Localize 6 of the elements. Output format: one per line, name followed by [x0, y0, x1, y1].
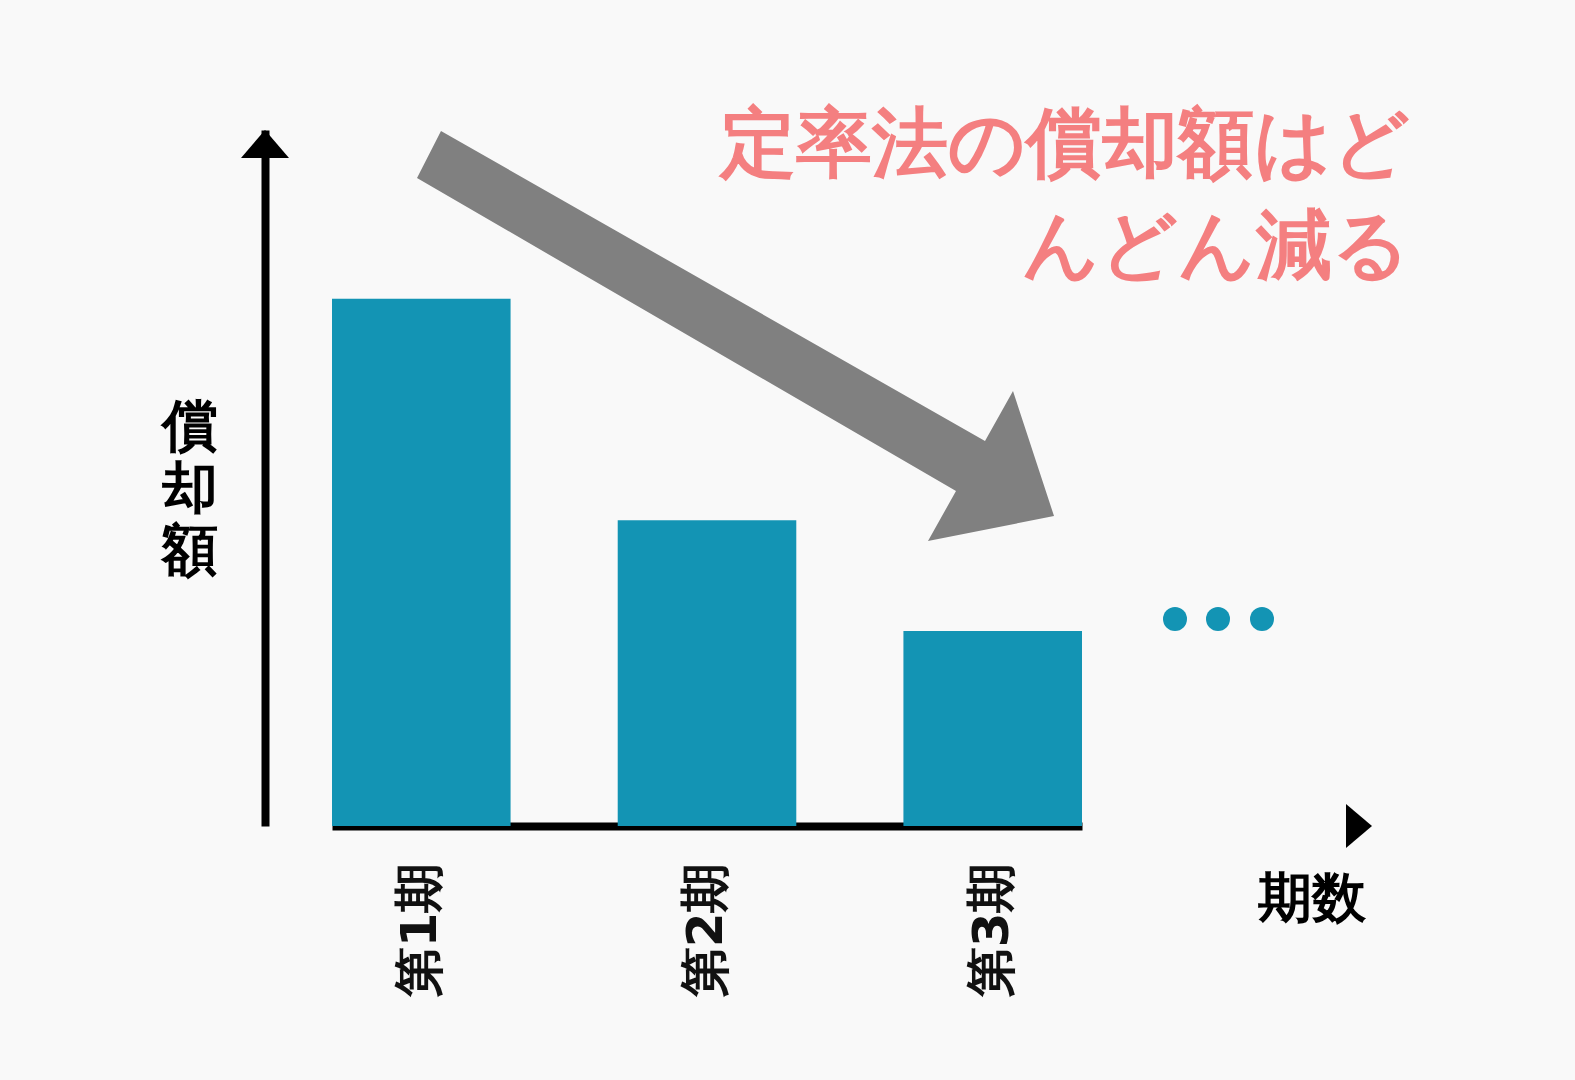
x-tick-label: 第2期 — [676, 862, 734, 999]
chart-title: 定率法の償却額はどんどん減る — [717, 97, 1410, 291]
y-axis-title: 償却額 — [160, 393, 219, 582]
x-axis-title: 期数 — [1258, 865, 1366, 931]
x-tick-label: 第3期 — [961, 862, 1020, 999]
x-tick-label: 第1期 — [390, 862, 449, 999]
